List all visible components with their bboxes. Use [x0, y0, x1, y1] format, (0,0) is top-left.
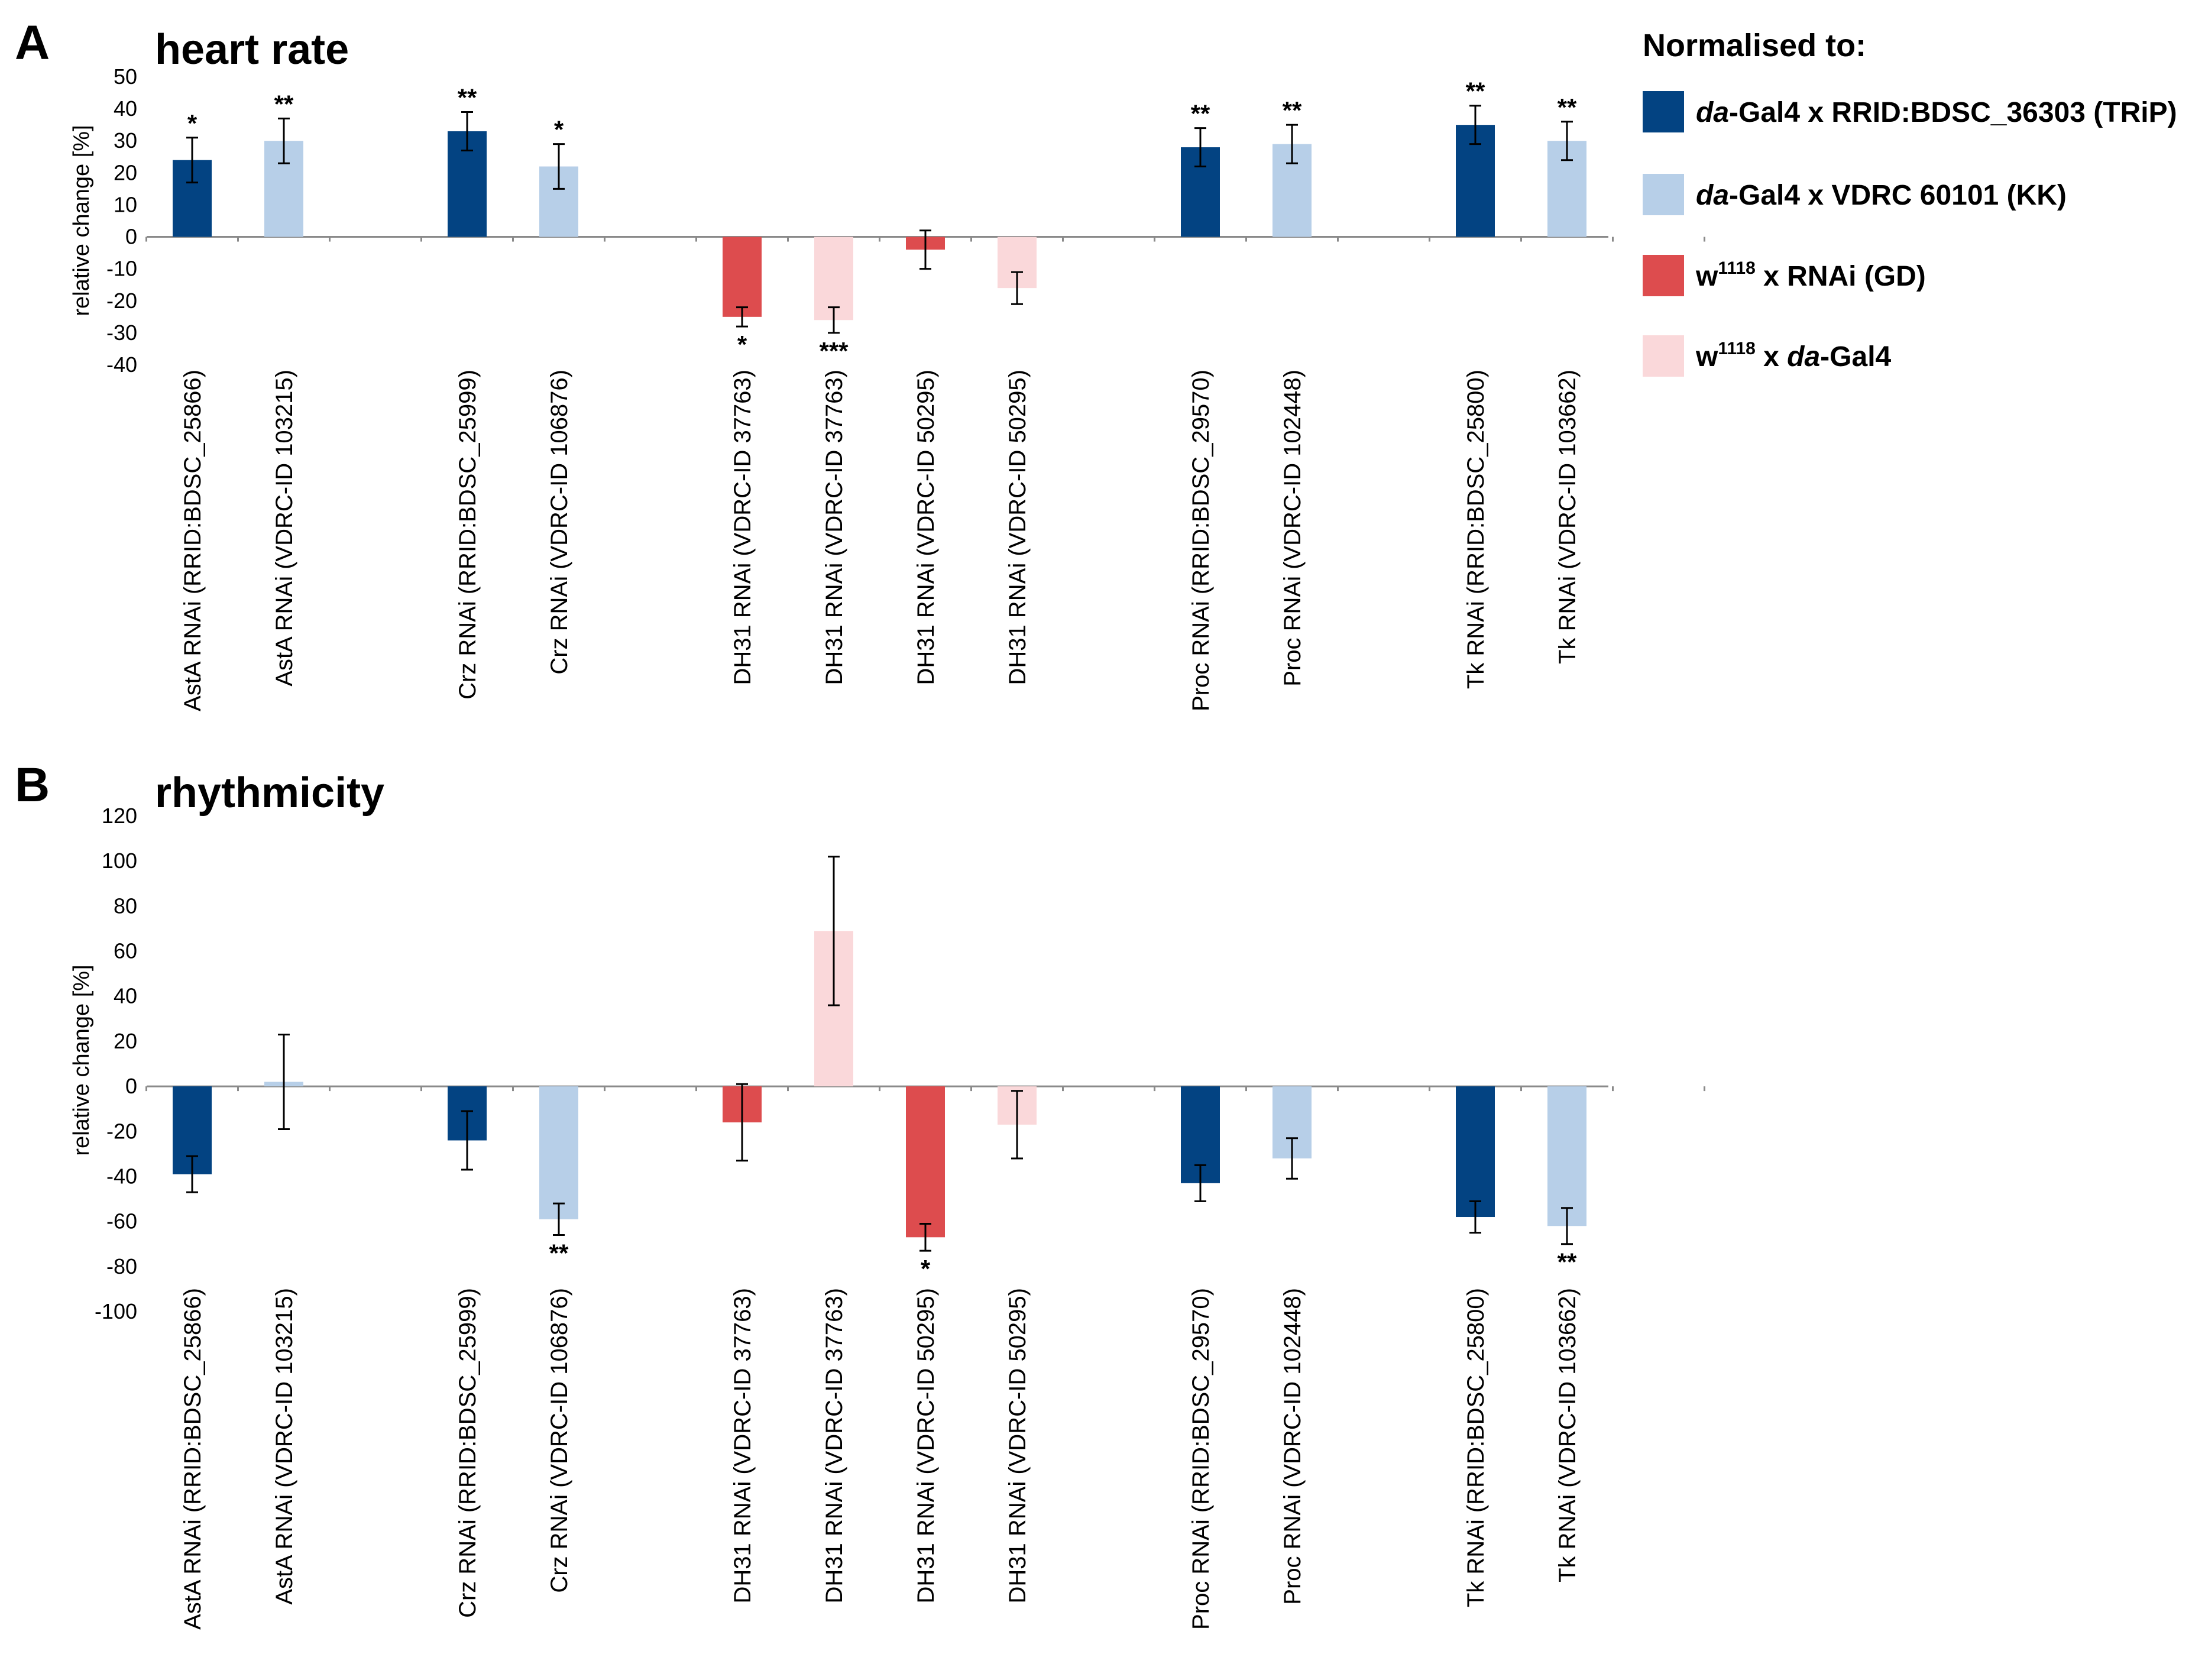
significance-label: **: [1558, 93, 1577, 121]
significance-label: **: [458, 84, 477, 112]
y-tick-label: -10: [106, 257, 137, 281]
y-tick-label: -60: [106, 1209, 137, 1234]
category-label: Crz RNAi (VDRC-ID 106876): [546, 370, 572, 675]
category-label: AstA RNAi (VDRC-ID 103215): [271, 1288, 297, 1605]
significance-label: *: [921, 1255, 931, 1283]
y-tick-label: 0: [125, 1074, 137, 1098]
legend-swatch: [1643, 255, 1684, 296]
legend-label: da-Gal4 x VDRC 60101 (KK): [1696, 180, 2067, 211]
panel-a-category-labels: AstA RNAi (RRID:BDSC_25866) AstA RNAi (VD…: [180, 370, 1581, 711]
category-label: Crz RNAi (RRID:BDSC_25999): [455, 1288, 481, 1618]
legend-items: da-Gal4 x RRID:BDSC_36303 (TRiP) da-Gal4 …: [1643, 91, 2177, 377]
panel-a-y-label: relative change [%]: [69, 125, 94, 316]
bar: [906, 1086, 945, 1238]
category-label: AstA RNAi (RRID:BDSC_25866): [180, 370, 206, 711]
category-label: DH31 RNAi (VDRC-ID 50295): [1005, 1288, 1031, 1603]
significance-label: ***: [819, 337, 849, 365]
bar: [539, 1086, 578, 1219]
category-label: Proc RNAi (RRID:BDSC_29570): [1188, 1288, 1214, 1630]
panel-b-category-labels: AstA RNAi (RRID:BDSC_25866) AstA RNAi (VD…: [180, 1288, 1581, 1630]
category-label: Crz RNAi (VDRC-ID 106876): [546, 1288, 572, 1593]
panel-b: B rhythmicity -100 -80 -60 -40 -20 0 20 40 60 80 1…: [15, 758, 1705, 1630]
y-tick-label: 100: [102, 849, 137, 873]
y-tick-label: 60: [114, 939, 137, 963]
panel-b-title: rhythmicity: [155, 769, 384, 817]
panel-a-y-axis: -40 -30 -20 -10 0 10 20 30 40 50: [106, 64, 137, 377]
bar: [1456, 1086, 1495, 1218]
y-tick-label: -40: [106, 352, 137, 377]
y-tick-label: -80: [106, 1254, 137, 1278]
panel-b-bars: *** **: [145, 856, 1705, 1283]
legend-label: w1118 x da-Gal4: [1695, 339, 1892, 373]
category-label: DH31 RNAi (VDRC-ID 37763): [730, 370, 756, 685]
legend-swatch: [1643, 335, 1684, 377]
panel-a-bars: *** **** ***** ******: [145, 77, 1705, 365]
significance-label: **: [1283, 96, 1302, 124]
y-tick-label: 40: [114, 984, 137, 1008]
y-tick-label: 40: [114, 96, 137, 121]
bar: [723, 237, 762, 317]
y-tick-label: -20: [106, 1119, 137, 1143]
significance-label: *: [187, 109, 197, 137]
category-label: DH31 RNAi (VDRC-ID 37763): [730, 1288, 756, 1603]
significance-label: **: [549, 1239, 569, 1267]
legend-swatch: [1643, 91, 1684, 132]
category-label: Proc RNAi (RRID:BDSC_29570): [1188, 370, 1214, 711]
panel-a: A heart rate -40 -30 -20 -10 0 10 20 30 40 50 rel…: [15, 16, 1705, 711]
category-label: Proc RNAi (VDRC-ID 102448): [1280, 370, 1306, 687]
bar: [814, 237, 853, 321]
y-tick-label: -100: [95, 1299, 137, 1323]
y-tick-label: -20: [106, 289, 137, 313]
significance-label: **: [1191, 100, 1210, 128]
category-label: Tk RNAi (VDRC-ID 103662): [1555, 1288, 1581, 1582]
category-label: AstA RNAi (VDRC-ID 103215): [271, 370, 297, 687]
y-tick-label: 0: [125, 225, 137, 249]
panel-a-title: heart rate: [155, 26, 349, 73]
y-tick-label: -40: [106, 1164, 137, 1188]
y-tick-label: 10: [114, 192, 137, 216]
category-label: Tk RNAi (RRID:BDSC_25800): [1463, 1288, 1489, 1607]
significance-label: **: [274, 90, 294, 118]
category-label: Proc RNAi (VDRC-ID 102448): [1280, 1288, 1306, 1605]
legend: Normalised to: da-Gal4 x RRID:BDSC_36303…: [1643, 28, 2177, 377]
y-tick-label: 20: [114, 160, 137, 184]
panel-b-y-axis: -100 -80 -60 -40 -20 0 20 40 60 80 100 120: [95, 804, 137, 1323]
legend-title: Normalised to:: [1643, 28, 1866, 63]
legend-label: w1118 x RNAi (GD): [1695, 258, 1926, 292]
panel-a-letter: A: [15, 16, 50, 70]
significance-label: *: [554, 116, 564, 144]
legend-swatch: [1643, 174, 1684, 215]
panel-b-letter: B: [15, 758, 50, 812]
category-label: Tk RNAi (VDRC-ID 103662): [1555, 370, 1581, 664]
significance-label: **: [1558, 1248, 1577, 1276]
y-tick-label: 120: [102, 804, 137, 828]
category-label: AstA RNAi (RRID:BDSC_25866): [180, 1288, 206, 1630]
y-tick-label: 50: [114, 64, 137, 89]
significance-label: *: [737, 331, 747, 358]
significance-label: **: [1466, 77, 1485, 105]
y-tick-label: 20: [114, 1029, 137, 1053]
category-label: DH31 RNAi (VDRC-ID 50295): [913, 370, 939, 685]
y-tick-label: 30: [114, 128, 137, 153]
category-label: DH31 RNAi (VDRC-ID 50295): [1005, 370, 1031, 685]
category-label: DH31 RNAi (VDRC-ID 37763): [821, 370, 847, 685]
legend-label: da-Gal4 x RRID:BDSC_36303 (TRiP): [1696, 97, 2177, 128]
y-tick-label: 80: [114, 894, 137, 918]
category-label: DH31 RNAi (VDRC-ID 50295): [913, 1288, 939, 1603]
y-tick-label: -30: [106, 321, 137, 345]
category-label: Tk RNAi (RRID:BDSC_25800): [1463, 370, 1489, 689]
bar: [1547, 1086, 1586, 1226]
category-label: DH31 RNAi (VDRC-ID 37763): [821, 1288, 847, 1603]
panel-b-y-label: relative change [%]: [69, 964, 94, 1155]
category-label: Crz RNAi (RRID:BDSC_25999): [455, 370, 481, 700]
